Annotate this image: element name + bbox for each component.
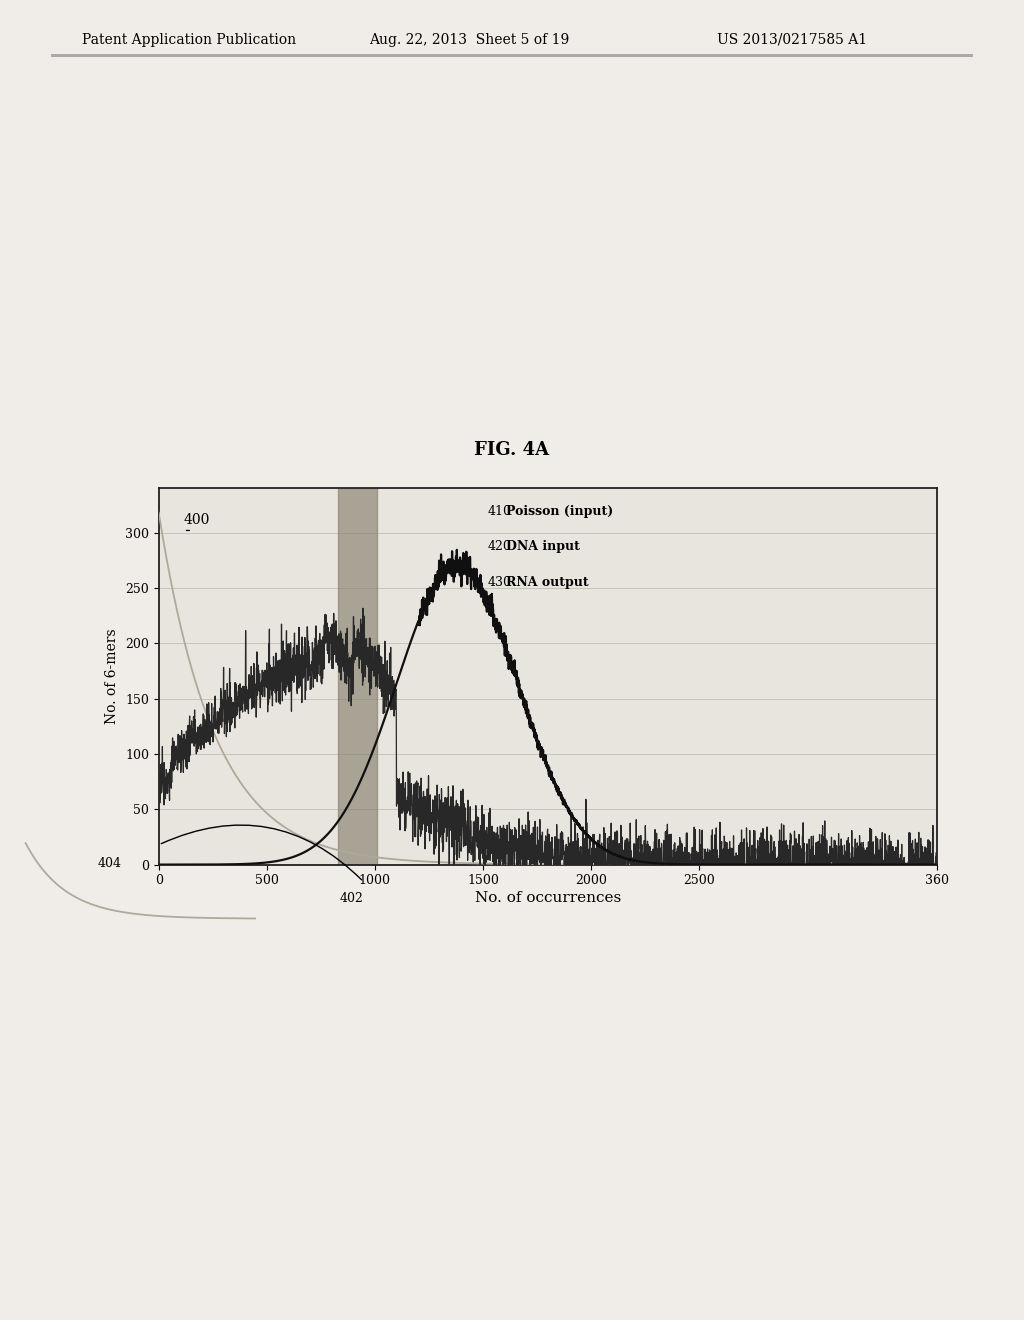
Text: 400: 400: [183, 513, 210, 527]
Text: DNA input: DNA input: [506, 540, 580, 553]
Y-axis label: No. of 6-mers: No. of 6-mers: [105, 628, 120, 725]
Bar: [338, 488, 377, 865]
Text: 430: 430: [487, 576, 511, 589]
Text: 404: 404: [97, 857, 121, 870]
Text: 410: 410: [487, 506, 511, 517]
Text: FIG. 4A: FIG. 4A: [474, 441, 550, 459]
Text: US 2013/0217585 A1: US 2013/0217585 A1: [717, 33, 867, 46]
Text: Patent Application Publication: Patent Application Publication: [82, 33, 296, 46]
Text: RNA output: RNA output: [506, 576, 589, 589]
Text: Poisson (input): Poisson (input): [506, 506, 613, 517]
Text: Aug. 22, 2013  Sheet 5 of 19: Aug. 22, 2013 Sheet 5 of 19: [369, 33, 569, 46]
Text: 420: 420: [487, 540, 511, 553]
Text: 402: 402: [340, 891, 364, 904]
X-axis label: No. of occurrences: No. of occurrences: [475, 891, 621, 906]
